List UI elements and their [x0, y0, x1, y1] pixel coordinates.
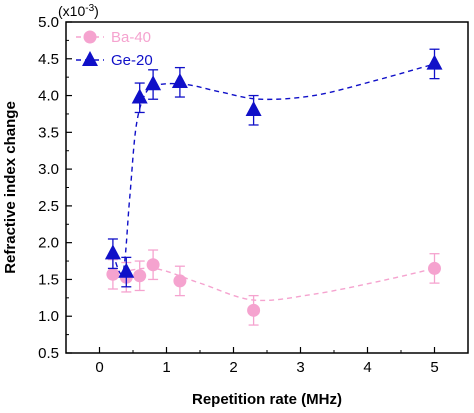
y-tick-label: 4.0: [38, 88, 59, 105]
y-tick-label: 0.5: [38, 345, 59, 362]
y-multiplier-label: (x10-3): [58, 3, 99, 19]
x-axis-title: Repetition rate (MHz): [192, 391, 342, 408]
x-tick-label: 4: [363, 359, 371, 376]
y-axis-title: Refractive index change: [2, 101, 19, 274]
ba-40-legend-label: Ba-40: [111, 29, 151, 46]
ge-20-point: [104, 244, 121, 260]
y-tick-label: 1.0: [38, 308, 59, 325]
y-tick-label: 3.0: [38, 161, 59, 178]
ba-40-point: [247, 303, 261, 317]
ge-20-point: [245, 100, 262, 116]
ba-40-point: [146, 258, 160, 272]
ba-40-trend-line: [112, 267, 435, 302]
ba-40-point: [173, 274, 187, 288]
ge-20-point: [171, 73, 188, 89]
ge-20-point: [145, 75, 162, 91]
ba-40-point: [133, 269, 147, 283]
x-tick-label: 1: [162, 359, 170, 376]
plot-frame: [65, 21, 469, 354]
y-tick-label: 2.0: [38, 235, 59, 252]
y-tick-label: 2.5: [38, 198, 59, 215]
ge-20-point: [131, 88, 148, 104]
x-tick-label: 0: [95, 359, 103, 376]
ge-20-point: [426, 54, 443, 70]
y-tick-label: 5.0: [38, 14, 59, 31]
x-tick-label: 2: [229, 359, 237, 376]
ge-20-legend-marker: [82, 51, 98, 66]
ba-40-point: [106, 267, 120, 281]
y-tick-label: 4.5: [38, 51, 59, 68]
ba-40-legend-marker: [83, 30, 97, 44]
x-tick-label: 3: [296, 359, 304, 376]
y-tick-label: 3.5: [38, 124, 59, 141]
y-tick-label: 1.5: [38, 271, 59, 288]
x-tick-label: 5: [430, 359, 438, 376]
ge-20-point: [118, 262, 135, 278]
ge-20-legend-label: Ge-20: [111, 52, 153, 69]
ge-20-trend-line: [112, 63, 435, 275]
ba-40-point: [428, 261, 441, 275]
